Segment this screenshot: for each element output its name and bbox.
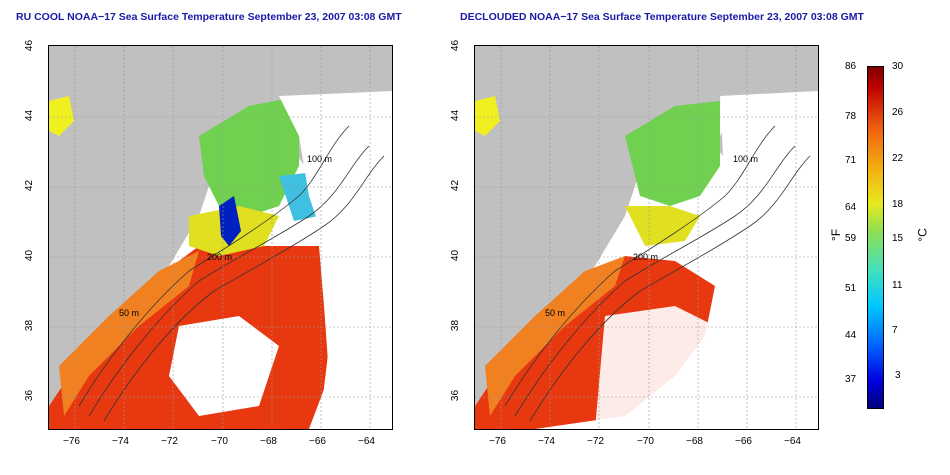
celsius-tick: 3: [895, 370, 901, 381]
graticule: [49, 46, 392, 429]
sst-blue-patch: [219, 196, 241, 246]
sst-orange-band: [485, 256, 625, 416]
celsius-tick: 11: [892, 280, 903, 291]
cloud-patch: [169, 316, 279, 416]
lon-label: −70: [637, 436, 654, 447]
fahrenheit-tick: 51: [845, 283, 857, 294]
isobath-contour: [88, 145, 370, 417]
left-sst-map: 100 m 200 m 50 m: [48, 45, 393, 430]
temperature-colorbar: [867, 66, 884, 409]
contour-label-50: 50 m: [545, 308, 565, 318]
cape-cod-spot: [49, 96, 74, 136]
isobath-contour-2: [103, 155, 385, 422]
right-sst-map: 100 m 200 m 50 m: [474, 45, 819, 430]
lat-label: 36: [24, 389, 36, 402]
fahrenheit-tick: 59: [845, 233, 857, 244]
isobath-contour-2: [529, 155, 811, 422]
contour-label-200: 200 m: [207, 252, 232, 262]
lat-label: 46: [24, 39, 36, 52]
lat-label: 44: [24, 109, 36, 122]
lat-label: 38: [450, 319, 462, 332]
lat-label: 40: [24, 249, 36, 262]
lon-label: −66: [735, 436, 752, 447]
lon-label: −68: [686, 436, 703, 447]
right-map-title: DECLOUDED NOAA−17 Sea Surface Temperatur…: [460, 11, 864, 23]
fahrenheit-tick: 78: [845, 111, 857, 122]
celsius-tick: 26: [892, 107, 904, 118]
lon-label: −68: [260, 436, 277, 447]
lat-label: 38: [24, 319, 36, 332]
land-mass: [475, 46, 818, 406]
cape-cod-spot: [475, 96, 500, 136]
lon-label: −70: [211, 436, 228, 447]
fahrenheit-tick: 64: [845, 202, 857, 213]
sst-yellow-region: [625, 206, 700, 246]
sst-orange-band: [59, 251, 199, 416]
celsius-tick: 7: [892, 325, 898, 336]
lon-label: −76: [63, 436, 80, 447]
fahrenheit-tick: 44: [845, 330, 857, 341]
left-map-title: RU COOL NOAA−17 Sea Surface Temperature …: [16, 11, 402, 23]
lon-label: −74: [538, 436, 555, 447]
celsius-tick: 18: [892, 199, 904, 210]
decloud-mask-2: [715, 91, 818, 429]
lon-label: −74: [112, 436, 129, 447]
celsius-tick: 22: [892, 153, 904, 164]
fahrenheit-tick: 71: [845, 155, 857, 166]
lon-label: −72: [587, 436, 604, 447]
lon-label: −64: [784, 436, 801, 447]
lon-label: −66: [309, 436, 326, 447]
lat-label: 36: [450, 389, 462, 402]
land-mass: [49, 46, 392, 406]
lat-label: 42: [24, 179, 36, 192]
fahrenheit-tick: 86: [845, 61, 857, 72]
lat-label: 42: [450, 179, 462, 192]
isobath-contour: [514, 145, 796, 417]
lat-label: 40: [450, 249, 462, 262]
celsius-tick: 30: [892, 61, 904, 72]
contour-label-200: 200 m: [633, 252, 658, 262]
lon-label: −64: [358, 436, 375, 447]
lat-label: 44: [450, 109, 462, 122]
lat-label: 46: [450, 39, 462, 52]
fahrenheit-unit-label: °F: [829, 228, 844, 242]
sst-green-region: [199, 96, 299, 216]
isobath-contour-3: [78, 125, 350, 407]
contour-label-100: 100 m: [307, 154, 332, 164]
cloud-patch-3: [319, 246, 392, 429]
lon-label: −76: [489, 436, 506, 447]
fahrenheit-tick: 37: [845, 374, 857, 385]
cloud-patch-2: [279, 91, 392, 256]
isobath-contour-3: [504, 125, 776, 407]
graticule: [475, 46, 818, 429]
lon-label: −72: [161, 436, 178, 447]
decloud-mask: [595, 306, 735, 429]
contour-label-50: 50 m: [119, 308, 139, 318]
contour-label-100: 100 m: [733, 154, 758, 164]
celsius-unit-label: °C: [915, 228, 930, 242]
celsius-tick: 15: [892, 233, 904, 244]
